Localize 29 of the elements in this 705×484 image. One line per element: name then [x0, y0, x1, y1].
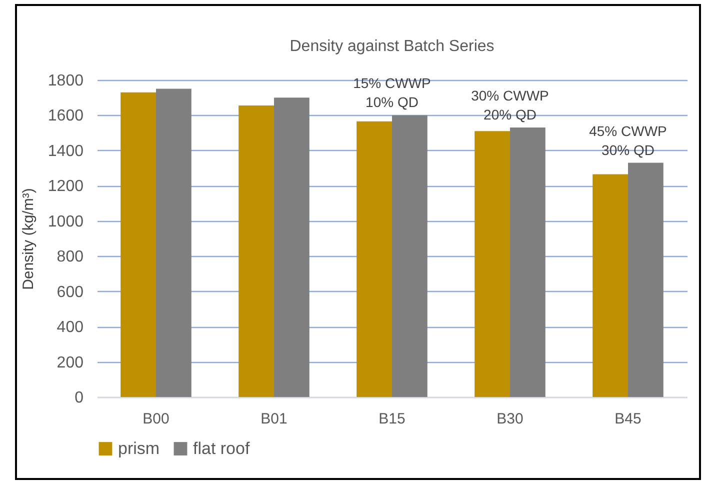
bar [510, 128, 546, 397]
y-tick-label: 600 [56, 284, 84, 301]
x-tick-label: B45 [614, 410, 642, 428]
legend-label: flat roof [193, 438, 250, 458]
bar [628, 162, 664, 397]
bar [120, 92, 156, 397]
y-tick-label: 1000 [48, 213, 84, 230]
x-tick-label: B00 [142, 410, 170, 428]
bar [474, 131, 510, 397]
y-tick-label: 1400 [48, 142, 84, 160]
y-tick-label: 800 [56, 248, 84, 266]
bar [392, 115, 428, 397]
bar [274, 98, 310, 397]
x-tick-label: B15 [378, 410, 406, 428]
bar [156, 88, 192, 397]
y-tick-label: 1200 [48, 178, 84, 196]
bar [238, 106, 274, 397]
bar [592, 174, 628, 397]
x-tick-label: B30 [496, 410, 524, 428]
y-tick-label: 0 [74, 390, 84, 406]
y-tick-label: 400 [56, 319, 84, 336]
bar [356, 121, 392, 397]
y-axis-title: Density (kg/m³) [20, 188, 37, 290]
chart-title: Density against Batch Series [290, 38, 494, 55]
y-tick-label: 200 [56, 354, 84, 372]
x-tick-label: B01 [260, 410, 288, 428]
y-tick-label: 1600 [48, 108, 84, 125]
legend-label: prism [118, 438, 160, 458]
y-tick-label: 1800 [48, 72, 84, 90]
